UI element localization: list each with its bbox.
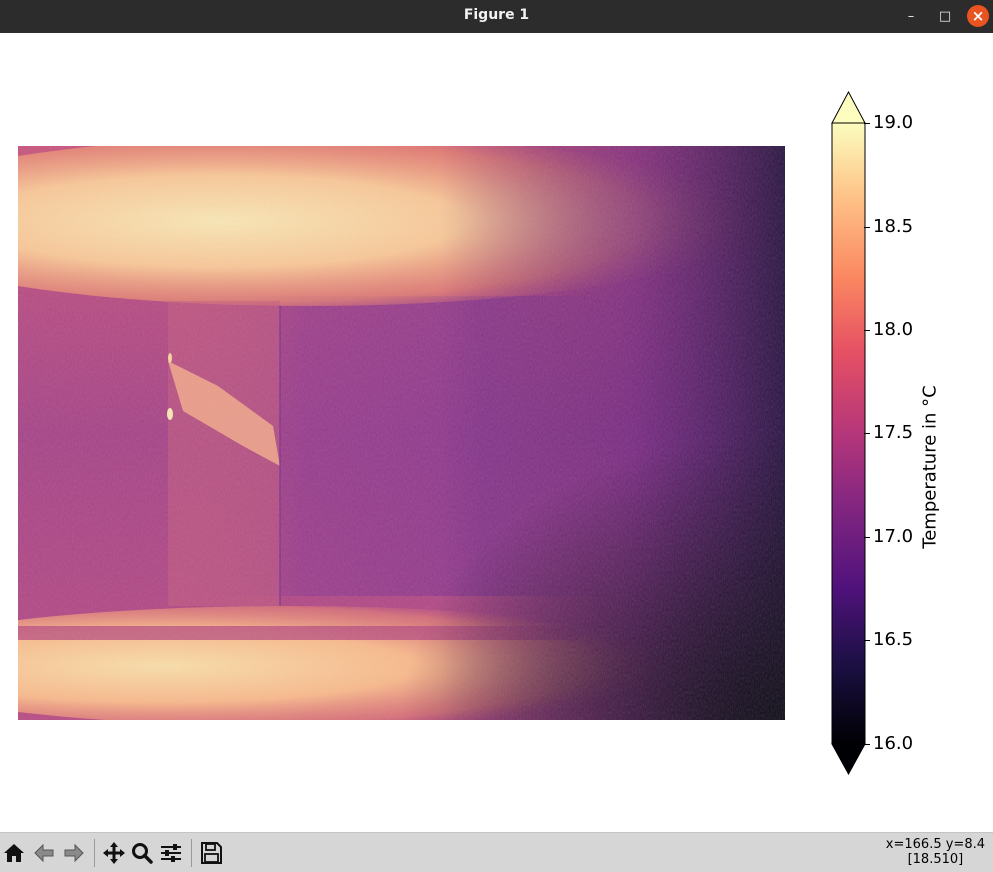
- zoom-button[interactable]: [129, 840, 155, 866]
- colorbar-tick-label: 18.0: [873, 319, 914, 340]
- thermal-heatmap-image[interactable]: [18, 146, 785, 720]
- back-button[interactable]: [31, 840, 57, 866]
- save-icon: [201, 842, 222, 864]
- colorbar-tick: [864, 433, 870, 434]
- colorbar-tick-label: 19.0: [873, 112, 914, 133]
- close-button[interactable]: ×: [967, 5, 989, 27]
- toolbar-separator: [191, 839, 192, 867]
- home-icon: [4, 844, 24, 862]
- back-arrow-icon: [34, 843, 54, 863]
- colorbar-tick-label: 17.5: [873, 422, 914, 443]
- colorbar-tick-label: 16.0: [873, 733, 914, 754]
- colorbar-tick: [864, 123, 870, 124]
- zoom-icon: [132, 843, 153, 864]
- cursor-readout: x=166.5 y=8.4 [18.510]: [886, 837, 985, 867]
- colorbar-tick-label: 17.0: [873, 526, 914, 547]
- navigation-toolbar: x=166.5 y=8.4 [18.510]: [0, 832, 993, 872]
- colorbar-tick-label: 16.5: [873, 629, 914, 650]
- window-titlebar: Figure 1 – □ ×: [0, 0, 993, 33]
- forward-button[interactable]: [61, 840, 87, 866]
- home-button[interactable]: [1, 840, 27, 866]
- colorbar-tick-label: 18.5: [873, 216, 914, 237]
- maximize-button[interactable]: □: [938, 8, 952, 24]
- figure-canvas[interactable]: 19.0 18.5 18.0 17.5 17.0 16.5 16.0 Tempe…: [0, 33, 993, 832]
- colorbar: [831, 90, 866, 776]
- cursor-position: x=166.5 y=8.4: [885, 837, 985, 852]
- colorbar-tick: [864, 227, 870, 228]
- cursor-value: [18.510]: [907, 852, 964, 867]
- pan-button[interactable]: [101, 840, 127, 866]
- save-button[interactable]: [198, 840, 224, 866]
- minimize-button[interactable]: –: [907, 8, 915, 24]
- pan-icon: [103, 842, 125, 864]
- toolbar-separator: [94, 839, 95, 867]
- colorbar-label: Temperature in °C: [919, 385, 941, 549]
- colorbar-tick: [864, 330, 870, 331]
- window-title: Figure 1: [463, 7, 530, 23]
- configure-subplots-icon: [161, 844, 181, 862]
- colorbar-tick: [864, 744, 870, 745]
- colorbar-tick: [864, 640, 870, 641]
- colorbar-tick: [864, 537, 870, 538]
- forward-arrow-icon: [64, 843, 84, 863]
- configure-subplots-button[interactable]: [158, 840, 184, 866]
